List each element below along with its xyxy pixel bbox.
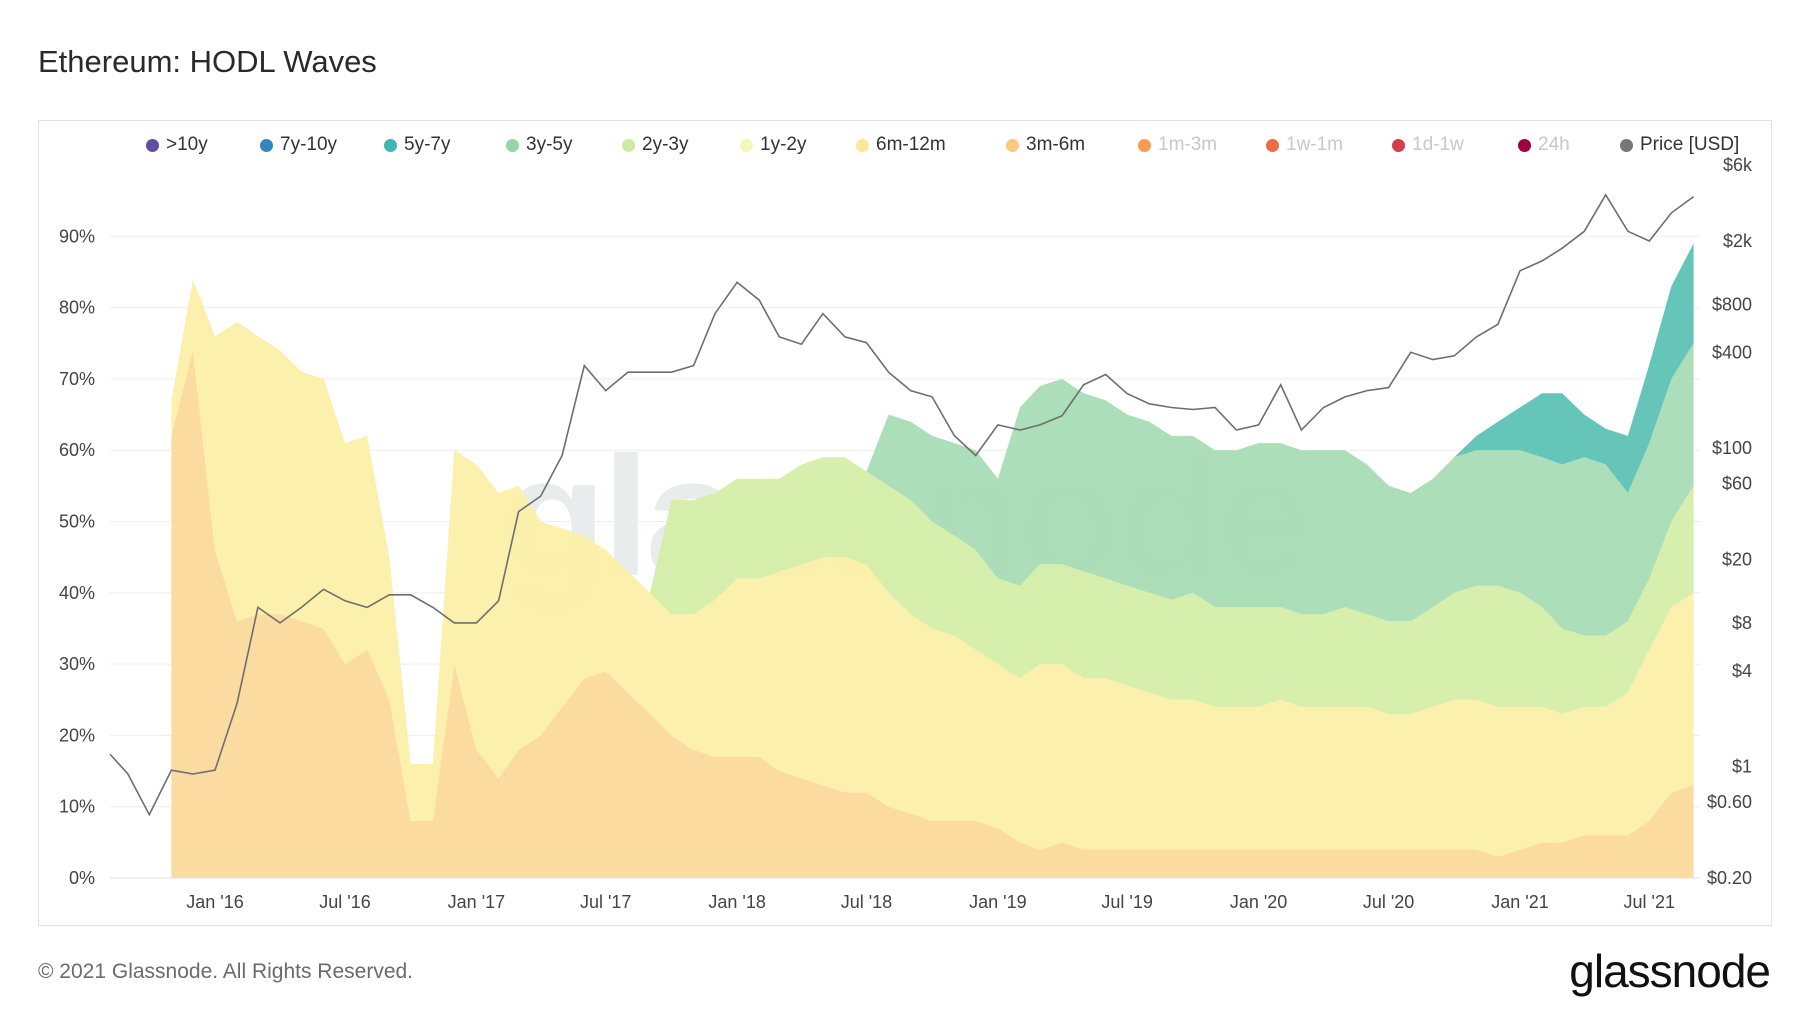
- legend-marker-icon: [506, 138, 519, 152]
- legend-item-7y-10y[interactable]: 7y-10y: [260, 134, 337, 156]
- copyright-footer: © 2021 Glassnode. All Rights Reserved.: [38, 960, 414, 983]
- x-axis: Jan '16 Jul '16 Jan '17 Jul '17 Jan '18 Jul '…: [110, 877, 1700, 912]
- y2-tick-label: $2k: [1723, 231, 1753, 251]
- legend-marker-icon: [1518, 138, 1531, 152]
- legend-marker-icon: [1620, 138, 1633, 152]
- legend-marker-icon: [384, 138, 397, 152]
- y2-tick-label: $100: [1712, 438, 1752, 458]
- x-tick-label: Jul '21: [1624, 892, 1675, 912]
- y-tick-label: 60%: [59, 440, 95, 460]
- x-tick-label: Jan '19: [969, 892, 1026, 912]
- x-tick-label: Jan '17: [448, 892, 505, 912]
- area-band-6m-12m: [171, 279, 1694, 857]
- chart-legend: >10y 7y-10y 5y-7y 3y-5y 2y-3y 1y-2y 6m-12m 3m-6…: [0, 134, 1800, 164]
- legend-item-1m-3m[interactable]: 1m-3m: [1138, 134, 1217, 156]
- x-tick-label: Jul '18: [841, 892, 892, 912]
- x-tick-label: Jan '16: [186, 892, 243, 912]
- x-tick-label: Jul '20: [1363, 892, 1414, 912]
- legend-label: 1m-3m: [1158, 134, 1218, 155]
- legend-marker-icon: [1138, 138, 1151, 152]
- area-band-3m-6m: [171, 350, 1694, 878]
- y-tick-label: 90%: [59, 226, 95, 246]
- y-tick-label: 30%: [59, 654, 95, 674]
- y-tick-label: 40%: [59, 583, 95, 603]
- legend-item-3m-6m[interactable]: 3m-6m: [1006, 134, 1085, 156]
- glassnode-logo: glassnode: [1569, 945, 1771, 997]
- legend-marker-icon: [1266, 138, 1279, 152]
- legend-label: 1w-1m: [1286, 134, 1344, 155]
- y-tick-label: 70%: [59, 369, 95, 389]
- legend-item-24h[interactable]: 24h: [1518, 134, 1570, 156]
- price-series: [109, 193, 1695, 817]
- y2-tick-label: $6k: [1723, 155, 1753, 175]
- y2-tick-label: $60: [1722, 474, 1752, 494]
- legend-label: Price [USD]: [1640, 134, 1740, 155]
- legend-marker-icon: [856, 138, 869, 152]
- legend-item-1d-1w[interactable]: 1d-1w: [1392, 134, 1464, 156]
- y-tick-label: 80%: [59, 298, 95, 318]
- area-band-2y-3y: [171, 279, 1694, 764]
- legend-label: 24h: [1538, 134, 1570, 155]
- legend-label: 3m-6m: [1026, 134, 1086, 155]
- legend-item-price-usd[interactable]: Price [USD]: [1620, 134, 1739, 156]
- y-tick-label: 20%: [59, 725, 95, 745]
- x-tick-label: Jan '21: [1491, 892, 1548, 912]
- y2-tick-label: $0.60: [1707, 792, 1752, 812]
- legend-item-1y-2y[interactable]: 1y-2y: [740, 134, 806, 156]
- x-tick-label: Jul '17: [580, 892, 631, 912]
- legend-item-10y[interactable]: >10y: [146, 134, 208, 156]
- chart-title: Ethereum: HODL Waves: [38, 44, 377, 79]
- legend-marker-icon: [622, 138, 635, 152]
- legend-label: 1y-2y: [760, 134, 807, 155]
- legend-label: 7y-10y: [280, 134, 338, 155]
- legend-label: 3y-5y: [526, 134, 573, 155]
- legend-item-2y-3y[interactable]: 2y-3y: [622, 134, 688, 156]
- area-series: [171, 243, 1694, 878]
- price-line: [109, 193, 1695, 817]
- legend-item-6m-12m[interactable]: 6m-12m: [856, 134, 946, 156]
- legend-label: 2y-3y: [642, 134, 689, 155]
- y2-tick-label: $4: [1732, 661, 1752, 681]
- legend-label: 1d-1w: [1412, 134, 1464, 155]
- y2-tick-label: $8: [1732, 613, 1752, 633]
- legend-marker-icon: [260, 138, 273, 152]
- y-tick-label: 50%: [59, 512, 95, 532]
- legend-label: 5y-7y: [404, 134, 451, 155]
- y2-tick-label: $0.20: [1707, 868, 1752, 888]
- area-band-3y-5y: [171, 279, 1694, 764]
- y2-tick-label: $20: [1722, 549, 1752, 569]
- x-tick-label: Jan '20: [1230, 892, 1287, 912]
- legend-label: >10y: [166, 134, 208, 155]
- y-tick-label: 0%: [69, 868, 95, 888]
- y-tick-label: 10%: [59, 797, 95, 817]
- y2-tick-label: $1: [1732, 757, 1752, 777]
- y-axis-left: 0% 10% 20% 30% 40% 50% 60% 70% 80% 90%: [59, 226, 95, 888]
- x-tick-label: Jul '19: [1101, 892, 1152, 912]
- legend-item-5y-7y[interactable]: 5y-7y: [384, 134, 450, 156]
- chart-panel: [38, 120, 1772, 926]
- x-tick-label: Jul '16: [319, 892, 370, 912]
- y-axis-right: $0.20 $0.60 $1 $4 $8 $20 $60 $100 $400 $800 $2k $6k: [1707, 155, 1753, 888]
- legend-label: 6m-12m: [876, 134, 946, 155]
- legend-marker-icon: [1392, 138, 1405, 152]
- y2-tick-label: $400: [1712, 342, 1752, 362]
- legend-item-1w-1m[interactable]: 1w-1m: [1266, 134, 1343, 156]
- x-tick-label: Jan '18: [708, 892, 765, 912]
- legend-marker-icon: [146, 138, 159, 152]
- legend-marker-icon: [1006, 138, 1019, 152]
- y2-tick-label: $800: [1712, 294, 1752, 314]
- legend-marker-icon: [740, 138, 753, 152]
- legend-item-3y-5y[interactable]: 3y-5y: [506, 134, 572, 156]
